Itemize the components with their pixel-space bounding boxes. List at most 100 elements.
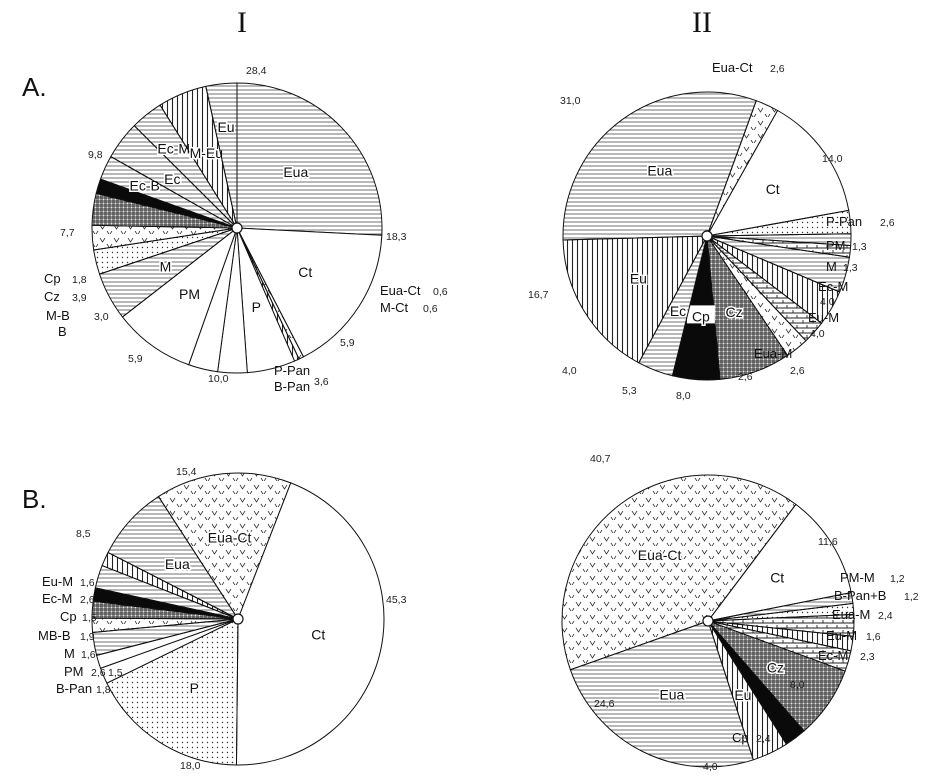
slice-label: M	[160, 258, 172, 274]
slice-label: M	[64, 646, 75, 661]
slice-label: Eua-Ct	[208, 530, 252, 546]
value-label: 28,4	[246, 65, 267, 77]
value-label: 8,0	[676, 390, 691, 402]
pie-center-hub	[701, 230, 713, 242]
slice-label: Cz	[767, 659, 784, 675]
value-label: 1,8	[96, 684, 111, 696]
slice-label: PM	[826, 238, 846, 253]
slice-label: Cp	[60, 609, 77, 624]
value-label: 1,3	[843, 262, 858, 274]
slice-label: B-Pan	[274, 379, 310, 394]
slice-label: Ec-M	[818, 279, 848, 294]
slice-label: B-Pan+B	[834, 588, 886, 603]
pie-slice-eu	[562, 235, 708, 364]
value-label: 16,7	[528, 289, 549, 301]
slice-label: Ec-M	[42, 591, 72, 606]
value-label: 2,4	[756, 733, 771, 745]
value-label: 24,6	[594, 698, 615, 710]
value-label: 2,4	[878, 610, 893, 622]
pie-slice-ct	[706, 503, 852, 622]
slice-label: M	[826, 259, 837, 274]
slice-label: Eua-M	[832, 607, 870, 622]
slice-label: MB-B	[38, 628, 71, 643]
value-label: 18,3	[386, 231, 407, 243]
value-label: 1,3	[852, 241, 867, 253]
pie-slice-eu	[205, 82, 238, 229]
slice-label: Ec	[670, 303, 686, 319]
value-label: 4,0	[820, 296, 835, 308]
slice-label: Eu-M	[826, 628, 857, 643]
value-label: 5,3	[622, 385, 637, 397]
column-heading-1: I	[237, 6, 247, 39]
value-label: 5,9	[128, 353, 143, 365]
slice-label-background	[686, 305, 715, 324]
slice-label: Ec-M	[157, 141, 190, 157]
pie-center-hub	[702, 615, 714, 627]
value-label: 11,6	[818, 536, 838, 548]
slice-label: Eua-Ct	[638, 547, 682, 563]
value-label: 40,7	[590, 453, 611, 465]
pie-slice-ct	[235, 482, 385, 766]
slice-label: Eu	[217, 119, 234, 135]
external-labels: 28,4 18,3 Eua-Ct 0,6 M-Ct 0,6 5,9 P-Pan …	[38, 60, 919, 773]
slice-label: Cp	[44, 271, 61, 286]
value-label: 2,6	[80, 594, 95, 606]
slice-label: B-Pan	[56, 681, 92, 696]
value-label: 9,8	[88, 149, 103, 161]
value-label: 7,7	[60, 227, 75, 239]
slice-label: Eu-M	[42, 574, 73, 589]
value-label: 1,6	[80, 577, 95, 589]
pie-b2: Ct Cz Eu Eua Eua-Ct	[561, 474, 855, 768]
slice-label: Eua	[283, 164, 308, 180]
value-label: 3,6	[314, 376, 329, 388]
value-label: 4,0	[703, 761, 718, 773]
slice-label: PM	[64, 664, 84, 679]
slice-label: P-Pan	[274, 363, 310, 378]
slice-label: Cp	[732, 730, 749, 745]
slice-label: Ec-M	[818, 648, 848, 663]
pie-slice-eua	[569, 620, 754, 768]
pie-slice-ct	[236, 227, 383, 358]
slice-label: M-Eu	[190, 145, 223, 161]
slice-label: P-Pan	[826, 214, 862, 229]
slice-label: Eua-M	[754, 346, 792, 361]
value-label: 1,6	[81, 649, 96, 661]
value-label: 1,8	[72, 274, 87, 286]
pie-slice-eua-ct	[157, 472, 292, 621]
value-label: 0,6	[423, 303, 438, 315]
slice-label: Eua	[647, 163, 672, 179]
value-label: 4,0	[810, 328, 825, 340]
slice-label: Ec	[164, 171, 180, 187]
slice-label: PM	[179, 286, 200, 302]
row-heading-a: A.	[22, 72, 47, 102]
slice-label: Cz	[726, 304, 743, 320]
pie-center-hub	[231, 222, 243, 234]
value-label: 2,6	[738, 371, 753, 383]
value-label: 2,6	[790, 365, 805, 377]
slice-label: M-Ct	[380, 300, 409, 315]
slice-label: Eu-M	[808, 310, 839, 325]
value-label: 8,0	[790, 679, 805, 691]
value-label: 45,3	[386, 594, 407, 606]
value-label: 18,0	[180, 760, 201, 772]
value-label: 0,6	[433, 286, 448, 298]
value-label: 15,4	[176, 466, 197, 478]
row-heading-b: B.	[22, 484, 47, 514]
pie-slice-p	[106, 618, 239, 766]
value-label: 2,6	[770, 63, 785, 75]
value-label: 10,0	[208, 373, 229, 385]
pie-slice-eua	[562, 91, 757, 241]
pie-slice-pm	[121, 226, 239, 366]
slice-label: M-B	[46, 308, 70, 323]
slice-label: P	[252, 299, 261, 315]
slice-label: Eu	[630, 270, 647, 286]
pie-center-hub	[232, 613, 244, 625]
value-label: 1,2	[904, 591, 919, 603]
pie-a2: Ct Cz Cp Ec Eu Eua	[562, 91, 852, 381]
slice-label: P	[190, 680, 199, 696]
value-label: 2,6	[91, 667, 106, 679]
column-heading-2: II	[692, 6, 712, 39]
slice-label: Eua-Ct	[380, 283, 421, 298]
